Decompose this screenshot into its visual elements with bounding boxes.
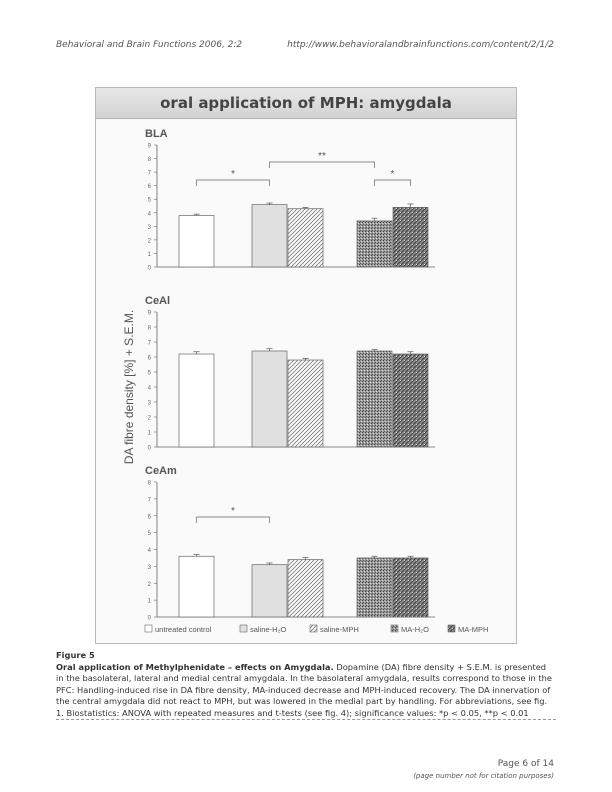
bar-3 [287, 559, 324, 618]
significance-bracket [196, 516, 270, 523]
y-tick-label: 7 [148, 171, 152, 177]
y-tick-label: 3 [148, 565, 152, 571]
bar-1 [178, 555, 215, 618]
y-tick-label: 5 [148, 371, 152, 377]
y-tick-label: 4 [148, 386, 152, 392]
page-note: (page number not for citation purposes) [413, 772, 554, 780]
y-tick-label: 6 [148, 184, 152, 190]
y-tick-label: 5 [148, 198, 152, 204]
legend-label-3: saline-MPH [320, 625, 359, 634]
y-tick-label: 0 [148, 616, 152, 622]
panel-title: CeAm [145, 465, 177, 477]
figure-caption: Figure 5 Oral application of Methylpheni… [56, 650, 556, 719]
panel-ceal: CeAl 0 1 2 3 4 5 6 7 8 9 [145, 295, 435, 452]
significance-star: ** [318, 151, 326, 162]
y-tick-label: 9 [148, 311, 152, 317]
bar-2 [251, 204, 288, 268]
significance-bracket [269, 161, 375, 168]
caption-text: Dopamine (DA) fibre density + S.E.M. is … [56, 661, 553, 718]
y-tick-label: 1 [148, 431, 152, 437]
y-tick-label: 4 [148, 548, 152, 554]
legend-swatch-3 [309, 624, 318, 633]
article-url[interactable]: http://www.behavioralandbrainfunctions.c… [287, 40, 554, 50]
y-tick-label: 1 [148, 252, 152, 258]
y-tick-label: 5 [148, 531, 152, 537]
bar-3 [287, 359, 324, 448]
significance-bracket [374, 179, 411, 186]
bar-1 [178, 215, 215, 268]
y-tick-label: 6 [148, 514, 152, 520]
significance-bracket [196, 179, 270, 186]
amygdala-bar-charts: DA fibre density [%] + S.E.M. BLA 0 1 2 3 4 5 6… [122, 128, 488, 634]
figure-label: Figure 5 [56, 650, 95, 660]
page-footer: Page 6 of 14 (page number not for citati… [413, 759, 554, 780]
y-tick-label: 9 [148, 144, 152, 150]
page-number: Page 6 of 14 [497, 759, 554, 769]
legend-label-2: saline-H₂O [250, 625, 286, 634]
significance-star: * [391, 169, 395, 180]
y-tick-label: 7 [148, 497, 152, 503]
y-tick-label: 6 [148, 356, 152, 362]
y-tick-label: 1 [148, 599, 152, 605]
journal-citation: Behavioral and Brain Functions 2006, 2:2 [56, 40, 243, 50]
bar-4 [356, 557, 393, 618]
legend-swatch-1 [144, 624, 153, 633]
legend-swatch-5 [447, 624, 456, 633]
y-tick-label: 3 [148, 401, 152, 407]
y-tick-label: 0 [148, 446, 152, 452]
legend-label-5: MA-MPH [458, 625, 488, 634]
bar-5 [392, 207, 429, 268]
bar-1 [178, 353, 215, 448]
bar-5 [392, 557, 429, 618]
legend-label-4: MA-H₂O [401, 625, 429, 634]
y-tick-label: 0 [148, 266, 152, 272]
bar-4 [356, 350, 393, 448]
legend-label-1: untreated control [155, 625, 212, 634]
legend-swatch-4 [390, 624, 399, 633]
y-tick-label: 4 [148, 211, 152, 217]
legend-swatch-2 [239, 624, 248, 633]
y-tick-label: 8 [148, 481, 152, 487]
y-tick-label: 8 [148, 326, 152, 332]
figure-banner: oral application of MPH: amygdala [96, 88, 516, 119]
bar-2 [251, 564, 288, 618]
y-tick-label: 8 [148, 157, 152, 163]
bar-4 [356, 220, 393, 268]
divider [56, 719, 556, 720]
panel-title: BLA [145, 128, 168, 140]
panel-ceam: CeAm 0 1 2 3 4 5 6 7 8 * [145, 465, 435, 622]
bar-2 [251, 350, 288, 448]
y-tick-label: 2 [148, 582, 152, 588]
panel-title: CeAl [145, 295, 170, 307]
significance-star: * [231, 506, 235, 517]
figure-frame: oral application of MPH: amygdala [95, 87, 517, 644]
caption-title: Oral application of Methylphenidate – ef… [56, 661, 334, 672]
bar-3 [287, 208, 324, 268]
chart-legend: untreated control saline-H₂O saline-MPH MA-… [144, 624, 488, 634]
y-tick-label: 3 [148, 225, 152, 231]
y-tick-label: 2 [148, 238, 152, 244]
bar-5 [392, 353, 429, 448]
y-tick-label: 2 [148, 416, 152, 422]
y-axis-label: DA fibre density [%] + S.E.M. [122, 310, 136, 464]
y-tick-label: 7 [148, 341, 152, 347]
significance-star: * [231, 169, 235, 180]
